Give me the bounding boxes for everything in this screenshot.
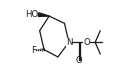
Text: HO: HO	[25, 10, 38, 19]
Text: N: N	[66, 38, 72, 47]
Text: O: O	[75, 56, 82, 65]
Text: F: F	[31, 46, 36, 55]
Polygon shape	[38, 13, 49, 16]
Text: O: O	[83, 38, 90, 47]
